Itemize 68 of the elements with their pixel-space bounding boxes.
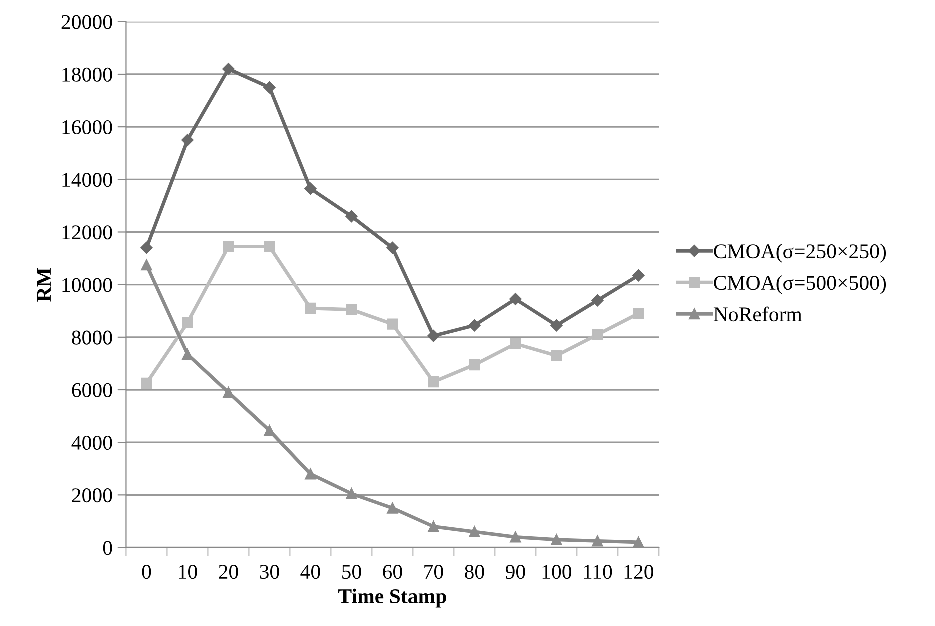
x-tick-label: 70	[424, 565, 444, 580]
point	[428, 521, 440, 532]
point	[428, 376, 440, 388]
y-tick-label: 10000	[62, 278, 112, 292]
y-tick-label: 16000	[62, 120, 112, 135]
x-tick-label: 120	[624, 565, 654, 580]
legend-label: CMOA(σ=500×500)	[714, 275, 886, 294]
x-tick-label: 50	[342, 565, 362, 580]
point	[182, 317, 194, 329]
point	[386, 242, 399, 254]
point	[428, 330, 440, 342]
point	[468, 319, 481, 332]
point	[222, 63, 235, 76]
point	[632, 270, 645, 282]
y-tick-label: 6000	[72, 383, 112, 398]
point	[141, 260, 152, 271]
point	[346, 304, 358, 316]
point	[592, 536, 604, 547]
x-tick-label: 100	[542, 565, 572, 580]
point	[510, 293, 522, 306]
point	[182, 348, 194, 360]
x-tick-label: 90	[506, 565, 526, 580]
y-axis-title: RM	[37, 268, 51, 302]
x-tick-label: 60	[383, 565, 402, 580]
point	[305, 302, 316, 314]
y-tick-label: 2000	[72, 488, 112, 503]
y-tick-label: 8000	[72, 330, 112, 345]
legend-label: CMOA(σ=250×250)	[714, 244, 886, 263]
y-tick-label: 14000	[62, 173, 112, 188]
x-tick-label: 20	[219, 565, 238, 580]
y-tick-label: 0	[103, 541, 112, 556]
point	[264, 425, 276, 436]
x-tick-label: 30	[260, 565, 280, 580]
y-tick-label: 18000	[62, 68, 112, 82]
point	[346, 488, 358, 500]
point	[264, 241, 276, 252]
point	[510, 338, 522, 350]
x-tick-label: 0	[142, 565, 152, 580]
point	[510, 532, 522, 543]
point	[551, 350, 562, 362]
point	[305, 468, 316, 480]
point	[592, 294, 604, 307]
point	[469, 359, 480, 371]
point	[182, 134, 194, 146]
point	[304, 182, 317, 195]
point	[223, 387, 234, 398]
point	[387, 502, 398, 514]
x-axis-title: Time Stamp	[338, 588, 446, 608]
point	[140, 242, 153, 254]
point	[346, 210, 358, 223]
point	[387, 318, 398, 330]
point	[592, 329, 604, 340]
point	[551, 534, 562, 546]
x-tick-label: 80	[465, 565, 484, 580]
y-tick-label: 4000	[72, 436, 112, 450]
legend-label: NoReform	[714, 306, 802, 322]
point	[141, 378, 152, 389]
point	[223, 241, 234, 252]
y-tick-label: 12000	[62, 226, 112, 240]
y-tick-label: 20000	[62, 15, 112, 30]
x-tick-label: 110	[584, 565, 612, 580]
point	[633, 308, 644, 320]
x-tick-label: 40	[300, 565, 320, 580]
point	[633, 536, 644, 548]
point	[264, 82, 276, 94]
point	[469, 526, 480, 538]
point	[550, 319, 563, 332]
x-tick-label: 10	[179, 565, 198, 580]
